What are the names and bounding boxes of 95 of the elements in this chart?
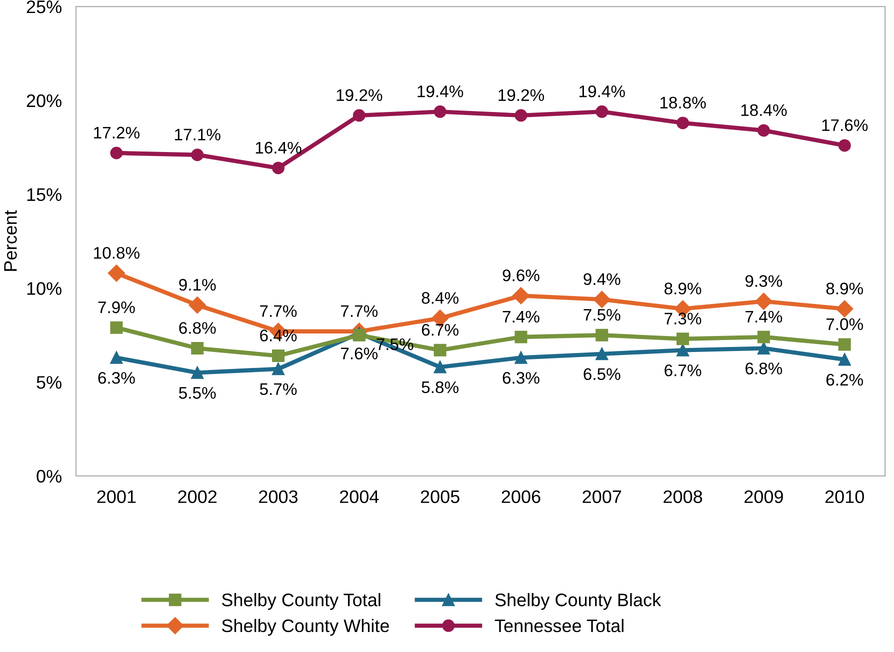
point — [434, 360, 446, 374]
legend-label: Shelby County Black — [495, 593, 662, 610]
data-label: 19.2% — [336, 89, 382, 102]
data-label: 19.4% — [580, 85, 625, 98]
point — [838, 338, 851, 351]
point — [757, 342, 770, 355]
point — [272, 350, 285, 362]
y-axis-title: Percent — [4, 210, 17, 271]
data-label: 7.9% — [98, 301, 135, 314]
x-tick-label: 2002 — [178, 490, 217, 504]
x-tick-label: 2006 — [502, 490, 540, 504]
point — [676, 332, 690, 346]
data-label: 19.4% — [418, 85, 464, 98]
point — [512, 287, 530, 304]
data-label: 16.4% — [256, 142, 302, 154]
data-label: 6.5% — [584, 368, 620, 380]
point — [188, 296, 206, 314]
point — [757, 330, 770, 344]
data-label: 19.2% — [498, 89, 544, 102]
point — [757, 124, 770, 137]
data-label: 9.4% — [584, 273, 620, 286]
data-label: 7.5% — [376, 338, 414, 350]
data-label: 9.6% — [502, 269, 540, 282]
point — [434, 105, 446, 118]
data-label: 7.0% — [826, 318, 864, 330]
point — [191, 342, 204, 355]
data-label: 7.7% — [260, 305, 297, 317]
point — [596, 328, 608, 342]
data-label: 8.9% — [826, 282, 864, 294]
y-tick-label: 25% — [26, 0, 62, 14]
x-tick-label: 2005 — [420, 490, 460, 504]
x-tick-label: 2009 — [744, 490, 783, 504]
data-label: 5.8% — [422, 381, 458, 394]
point — [596, 105, 608, 118]
point — [110, 351, 123, 364]
point — [352, 328, 366, 342]
point — [596, 348, 608, 360]
data-label: 18.8% — [660, 96, 706, 109]
point — [838, 139, 851, 152]
data-label: 9.3% — [745, 275, 782, 287]
data-label: 6.3% — [502, 372, 540, 384]
point — [676, 344, 690, 356]
x-tick-label: 2003 — [259, 490, 298, 504]
y-tick-label: 20% — [26, 94, 62, 108]
data-label: 7.3% — [664, 312, 702, 324]
data-label: 6.3% — [98, 372, 135, 384]
data-label: 6.7% — [664, 364, 702, 376]
point — [514, 351, 528, 364]
point — [191, 148, 204, 162]
data-label: 9.1% — [179, 278, 216, 291]
x-tick-label: 2001 — [97, 490, 136, 504]
point — [676, 116, 690, 130]
data-label: 7.6% — [341, 348, 378, 360]
data-label: 17.6% — [822, 119, 868, 132]
point — [272, 362, 285, 376]
point — [110, 146, 123, 160]
point — [352, 109, 366, 122]
data-label: 7.4% — [502, 310, 540, 323]
point — [434, 344, 446, 356]
x-tick-label: 2008 — [664, 490, 702, 504]
legend-label: Tennessee Total — [494, 618, 624, 632]
y-tick-label: 10% — [27, 282, 62, 295]
y-tick-label: 15% — [27, 188, 62, 202]
data-label: 18.4% — [741, 104, 787, 116]
data-label: 5.5% — [179, 387, 216, 399]
data-label: 7.4% — [746, 310, 782, 323]
point — [514, 109, 528, 122]
y-tick-label: 0% — [36, 470, 62, 483]
point — [110, 321, 123, 334]
point — [593, 290, 610, 308]
data-label: 6.7% — [422, 324, 458, 336]
data-label: 7.5% — [584, 308, 620, 321]
point — [514, 330, 528, 344]
data-label: 6.8% — [179, 322, 216, 334]
data-label: 17.2% — [94, 126, 140, 139]
data-label: 17.1% — [174, 128, 220, 140]
y-tick-label: 5% — [36, 376, 62, 389]
point — [838, 353, 851, 366]
data-label: 6.2% — [826, 374, 864, 386]
x-tick-label: 2010 — [825, 490, 864, 504]
data-label: 6.8% — [746, 362, 782, 374]
point — [108, 264, 125, 282]
data-label: 8.4% — [422, 292, 458, 304]
point — [836, 300, 854, 318]
data-label: 7.7% — [341, 305, 378, 317]
point — [755, 292, 772, 310]
x-tick-label: 2004 — [340, 490, 379, 504]
data-label: 5.7% — [260, 383, 297, 396]
data-label: 10.8% — [94, 246, 140, 259]
data-label: 8.9% — [664, 282, 702, 294]
point — [272, 162, 285, 174]
legend-label: Shelby County Total — [222, 593, 380, 610]
legend-label: Shelby County White — [222, 618, 389, 636]
x-tick-label: 2007 — [582, 490, 622, 504]
point — [191, 366, 204, 379]
